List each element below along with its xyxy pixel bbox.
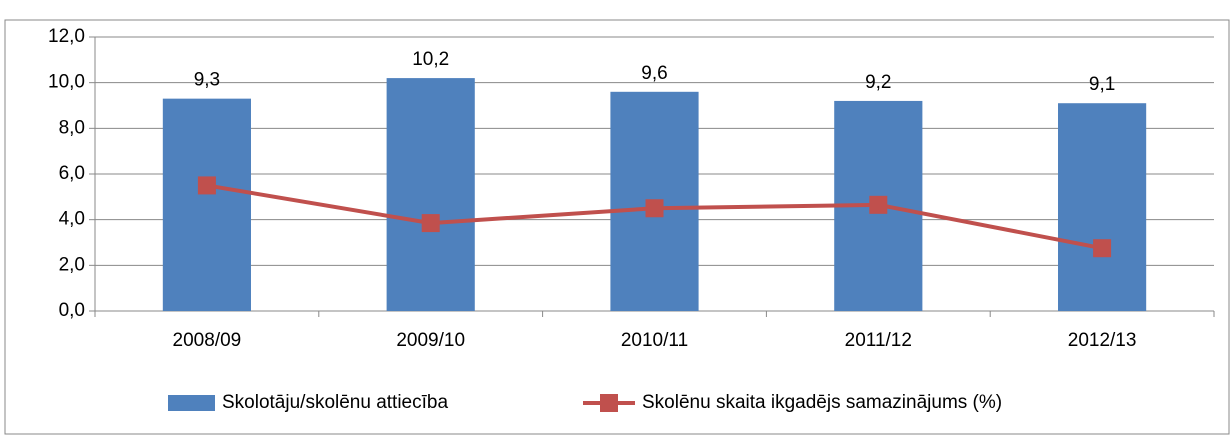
marker [1093,239,1112,258]
legend-label: Skolotāju/skolēnu attiecība [222,392,448,413]
bar [162,98,251,312]
x-tick-label: 2012/13 [1068,330,1137,351]
x-tick-label: 2010/11 [621,330,688,351]
y-tick-label: 0,0 [59,300,85,321]
y-tick-label: 6,0 [59,163,85,184]
value-label: 9,2 [865,72,891,93]
legend-label: Skolēnu skaita ikgadējs samazinājums (%) [642,392,1002,413]
marker [197,176,216,195]
y-tick-label: 8,0 [59,117,85,138]
y-tick-label: 10,0 [48,72,85,93]
value-label: 9,1 [1089,74,1115,95]
marker [645,199,664,218]
x-tick-label: 2008/09 [173,330,242,351]
marker [421,214,440,233]
x-tick-label: 2011/12 [845,330,912,351]
legend-marker [600,394,618,412]
x-tick-label: 2009/10 [396,330,465,351]
bar [386,78,475,311]
value-label: 10,2 [412,49,449,70]
legend-swatch [168,395,215,411]
bar [1058,103,1147,311]
marker [869,195,888,214]
value-label: 9,3 [194,70,220,91]
value-label: 9,6 [641,63,667,84]
y-tick-label: 2,0 [59,254,85,275]
y-tick-label: 4,0 [59,209,85,230]
y-tick-label: 12,0 [48,26,85,47]
